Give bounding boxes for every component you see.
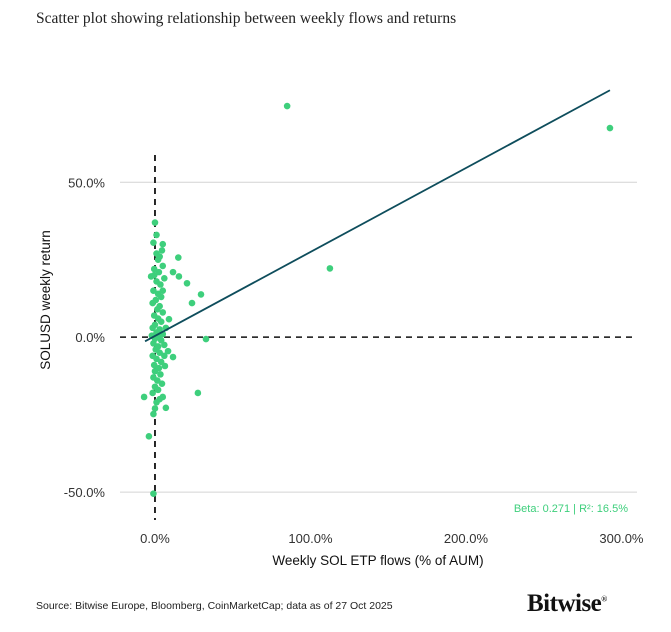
data-point [150, 361, 158, 369]
y-tick-label: 50.0% [68, 175, 105, 190]
data-point [157, 281, 164, 288]
data-point [150, 239, 157, 246]
data-point [156, 253, 163, 260]
data-point [145, 433, 153, 440]
data-point [326, 265, 334, 272]
data-point [161, 341, 168, 349]
data-point [149, 299, 156, 307]
data-point [150, 490, 157, 497]
data-point [161, 275, 168, 282]
data-point [159, 262, 167, 270]
data-point [151, 219, 159, 226]
regression-line [144, 89, 611, 343]
data-point [158, 247, 166, 254]
data-point [155, 268, 163, 276]
data-point [197, 291, 205, 298]
x-axis-label: Weekly SOL ETP flows (% of AUM) [272, 553, 483, 568]
data-point [157, 371, 164, 378]
data-point [156, 349, 163, 356]
data-point [150, 265, 158, 273]
data-point [150, 340, 157, 347]
data-point [169, 268, 177, 276]
data-point [606, 124, 614, 132]
data-point [153, 398, 160, 406]
data-point [162, 404, 170, 412]
y-tick-label: -50.0% [64, 485, 106, 500]
x-tick-label: 0.0% [140, 531, 170, 546]
data-point [153, 355, 160, 363]
data-point [140, 393, 148, 401]
data-point [150, 271, 158, 279]
data-point [283, 102, 291, 110]
data-point [169, 353, 177, 361]
data-point [149, 389, 156, 397]
data-point [149, 324, 156, 332]
data-point [161, 352, 168, 360]
data-point [164, 347, 172, 355]
source-note: Source: Bitwise Europe, Bloomberg, CoinM… [36, 600, 393, 612]
data-point [150, 410, 157, 418]
data-point [159, 240, 167, 248]
y-tick-label: 0.0% [75, 330, 105, 345]
data-point [158, 380, 166, 387]
data-point [154, 305, 161, 313]
regression-annotation: Beta: 0.271 | R²: 16.5% [514, 503, 628, 515]
data-point [175, 273, 183, 280]
data-point [159, 287, 167, 295]
y-axis-label: SOLUSD weekly return [38, 230, 53, 370]
data-point [194, 389, 202, 397]
data-point [157, 318, 165, 325]
data-point [183, 279, 191, 287]
data-point [157, 336, 165, 344]
data-point [157, 358, 165, 366]
data-point [159, 309, 167, 316]
x-tick-label: 200.0% [444, 531, 489, 546]
data-point [153, 231, 160, 239]
data-point [175, 254, 182, 261]
x-tick-label: 100.0% [288, 531, 333, 546]
data-point [151, 405, 159, 412]
data-point [151, 367, 159, 375]
data-point [154, 377, 161, 384]
data-point [157, 293, 165, 301]
data-point [165, 315, 173, 323]
data-point [202, 335, 210, 343]
chart-title: Scatter plot showing relationship betwee… [36, 10, 457, 27]
data-point [188, 299, 196, 307]
bitwise-logo: Bitwise® [527, 590, 607, 617]
data-point [150, 287, 157, 295]
data-point [154, 386, 162, 394]
x-tick-label: 300.0% [599, 531, 644, 546]
